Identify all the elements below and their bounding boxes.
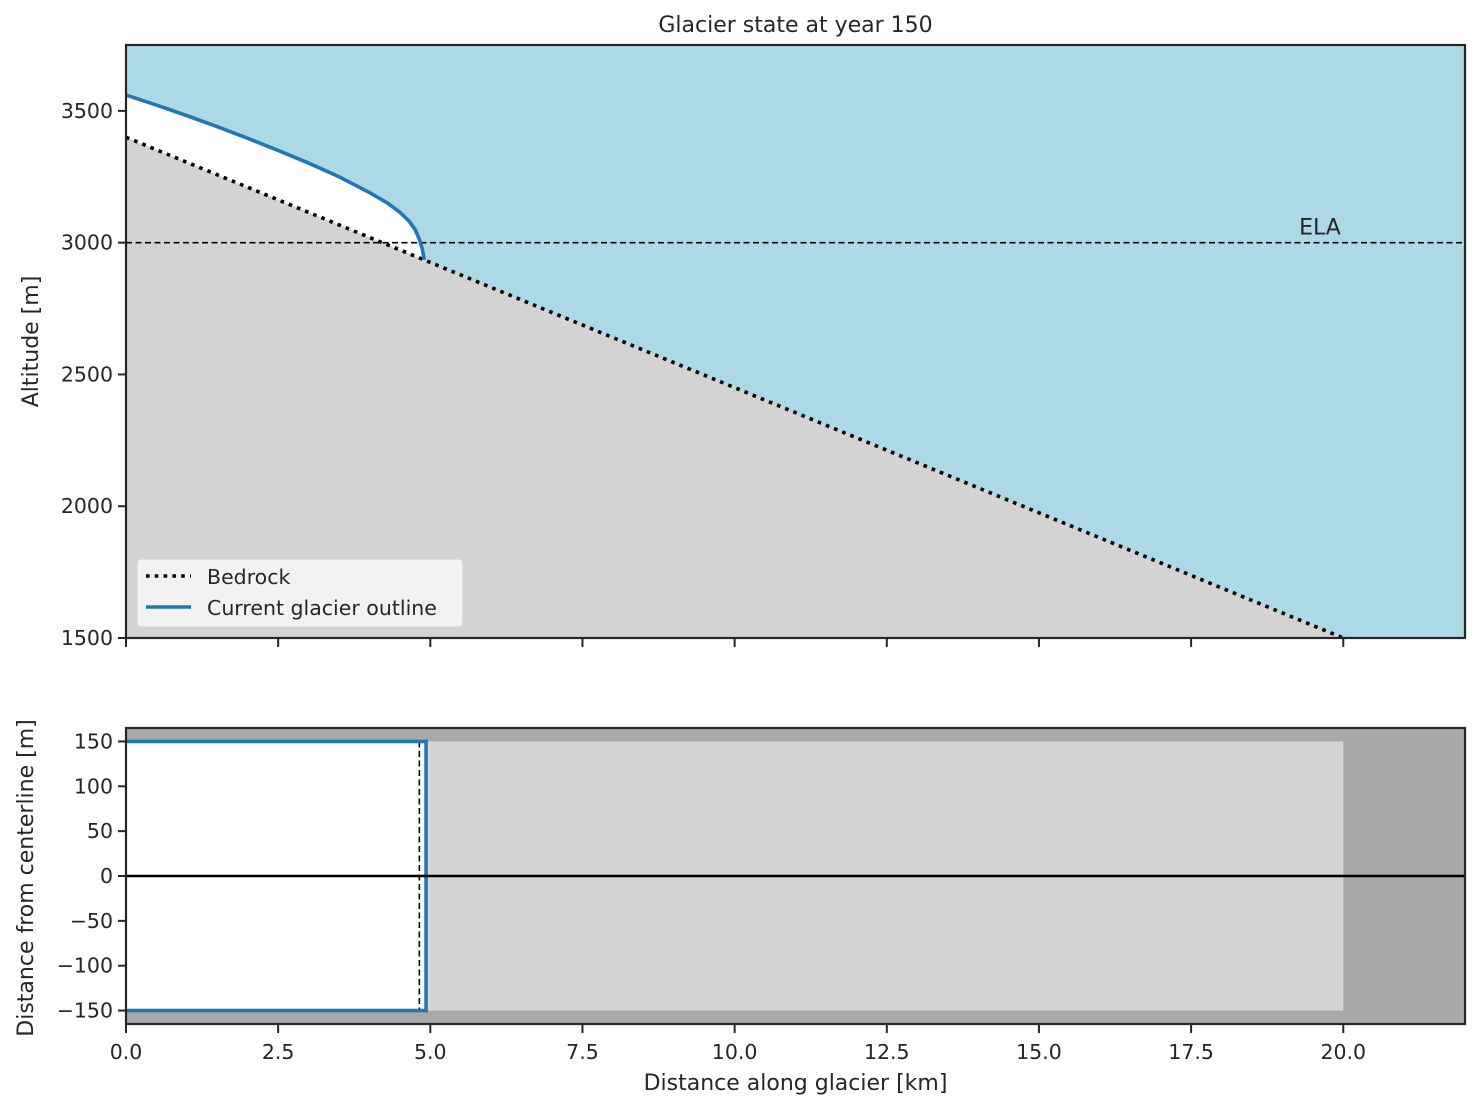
glacier-ice-fill	[126, 95, 425, 260]
y-axis-label: Altitude [m]	[19, 276, 44, 408]
x-tick-label: 10.0	[712, 1040, 758, 1064]
legend-box	[136, 558, 464, 628]
altitude-panel: ELA 3500 3000 2500 2000 1500 Glacier state a…	[19, 13, 1467, 650]
bedrock-fill	[126, 137, 1465, 638]
x-axis-ticks: 0.0 2.5 5.0 7.5 10.0 12.5 15.0 17.5 20.0	[110, 1024, 1366, 1064]
x-tick-label: 0.0	[110, 1040, 143, 1064]
y-tick-label: 2500	[61, 362, 113, 386]
y-tick-label: 0	[100, 864, 113, 888]
legend-label-glacier-outline: Current glacier outline	[207, 596, 437, 620]
y-axis-label: Distance from centerline [m]	[14, 719, 39, 1036]
x-tick-label: 15.0	[1016, 1040, 1062, 1064]
ela-label: ELA	[1299, 216, 1341, 241]
y-tick-label: −100	[57, 954, 113, 978]
x-tick-label: 7.5	[566, 1040, 599, 1064]
y-tick-label: −50	[70, 909, 113, 933]
x-tick-label: 20.0	[1320, 1040, 1366, 1064]
plan-view-panel: 150 100 50 0 −50 −100 −150 0.0 2.5 5.0 7.5 10.0 12.…	[14, 719, 1467, 1096]
y-tick-label: −150	[57, 999, 113, 1023]
x-axis-ticks	[125, 638, 1345, 647]
series-glacier-outline-line	[125, 93, 427, 261]
y-tick-label: 1500	[61, 626, 113, 650]
legend: Bedrock Current glacier outline	[136, 558, 464, 628]
y-tick-label: 3000	[61, 231, 113, 255]
y-tick-label: 2000	[61, 494, 113, 518]
y-tick-label: 100	[74, 774, 113, 798]
x-axis-label: Distance along glacier [km]	[644, 1071, 948, 1096]
x-tick-label: 17.5	[1168, 1040, 1214, 1064]
y-tick-label: 50	[87, 819, 113, 843]
chart-title: Glacier state at year 150	[658, 13, 932, 38]
y-tick-label: 3500	[61, 99, 113, 123]
x-tick-label: 12.5	[864, 1040, 910, 1064]
y-tick-label: 150	[74, 729, 113, 753]
y-axis-ticks: 150 100 50 0 −50 −100 −150	[57, 729, 126, 1023]
x-tick-label: 5.0	[414, 1040, 447, 1064]
y-axis-ticks: 3500 3000 2500 2000 1500	[61, 99, 126, 650]
plot-frame	[124, 43, 1467, 640]
x-tick-label: 2.5	[262, 1040, 295, 1064]
legend-label-bedrock: Bedrock	[207, 565, 290, 589]
